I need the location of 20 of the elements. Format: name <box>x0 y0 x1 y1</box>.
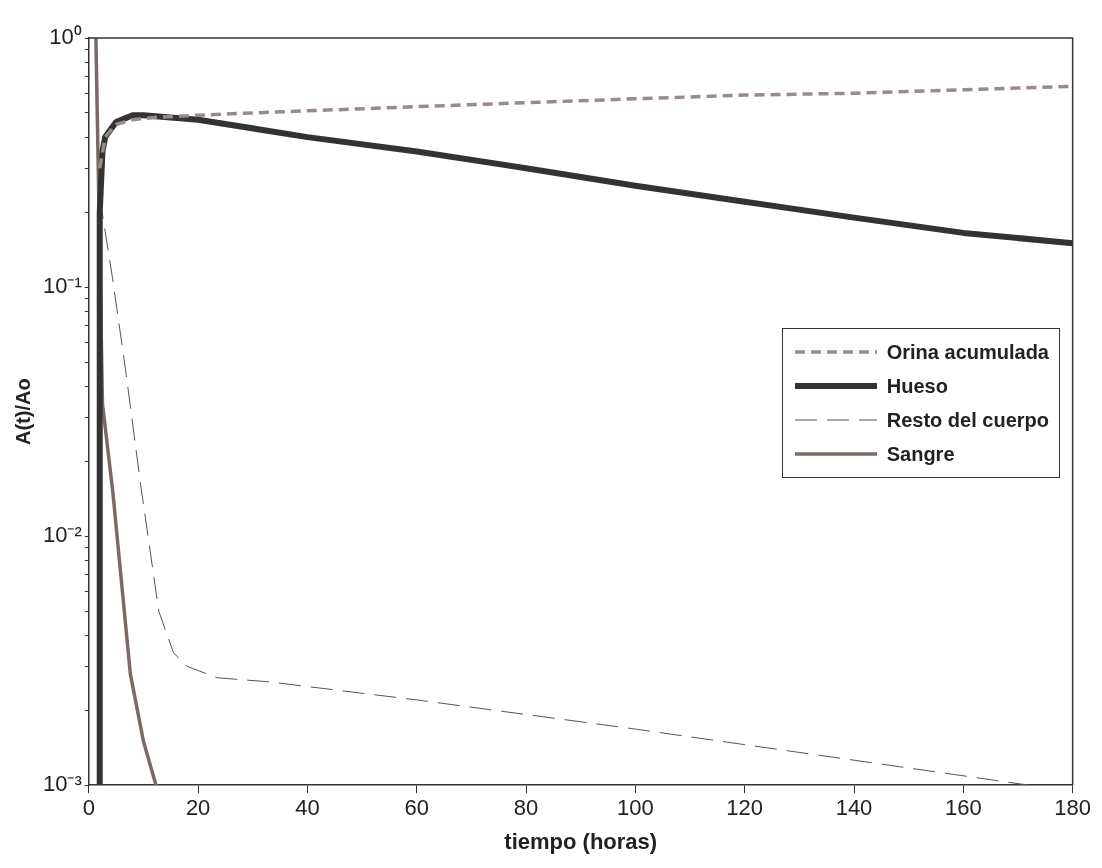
x-tick-label: 140 <box>835 795 873 821</box>
legend-label: Resto del cuerpo <box>886 408 1049 432</box>
x-tick-label: 20 <box>185 795 211 821</box>
x-tick-label: 120 <box>726 795 764 821</box>
y-tick-label: 10⁰ <box>49 24 82 50</box>
legend-label: Hueso <box>886 374 948 398</box>
y-tick-label: 10⁻³ <box>43 771 82 797</box>
y-tick-label: 10⁻² <box>43 522 82 548</box>
x-tick-label: 0 <box>82 795 95 821</box>
x-tick-label: 180 <box>1054 795 1092 821</box>
y-tick-label: 10⁻¹ <box>43 273 82 299</box>
x-tick-label: 100 <box>617 795 654 821</box>
x-tick-label: 40 <box>295 795 320 821</box>
y-axis-title: A(t)/Ao <box>11 378 34 445</box>
x-tick-label: 160 <box>944 795 982 821</box>
x-tick-label: 80 <box>513 795 539 821</box>
legend-label: Orina acumulada <box>886 340 1049 364</box>
legend-label: Sangre <box>886 442 955 466</box>
x-tick-label: 60 <box>404 795 429 821</box>
x-axis-title: tiempo (horas) <box>504 828 658 854</box>
